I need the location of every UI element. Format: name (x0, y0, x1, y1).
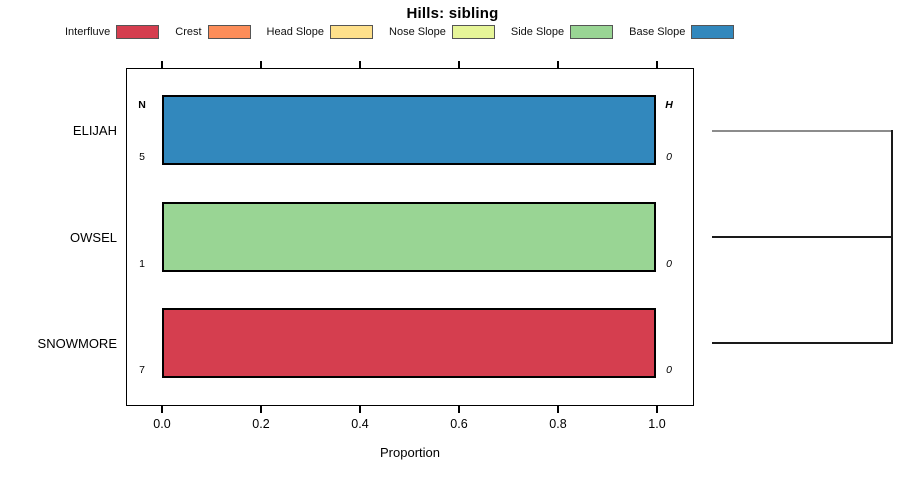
dendrogram-leaf-line-elijah (712, 130, 893, 132)
axis-tick-top (656, 61, 658, 68)
legend-swatch-icon (451, 25, 495, 39)
legend-label: Base Slope (629, 26, 686, 38)
h-value-snowmore: 0 (666, 364, 672, 376)
dendrogram-leaf-line-owsel (712, 236, 893, 238)
legend-swatch-icon (330, 25, 374, 39)
axis-tick-top (161, 61, 163, 68)
axis-tick-bottom (656, 406, 658, 413)
bar-elijah-base-slope (162, 95, 656, 165)
axis-tick-bottom (359, 406, 361, 413)
h-column-header: H (665, 99, 673, 111)
legend-label: Interfluve (65, 26, 111, 38)
dendrogram-connector (891, 130, 893, 344)
x-tick-label: 0.2 (252, 417, 270, 431)
legend-label: Nose Slope (389, 26, 446, 38)
x-tick-label: 1.0 (648, 417, 666, 431)
legend-swatch-icon (691, 25, 735, 39)
n-value-elijah: 5 (139, 151, 145, 163)
axis-tick-top (260, 61, 262, 68)
y-category-label-snowmore: SNOWMORE (37, 336, 117, 351)
legend-label: Head Slope (266, 26, 325, 38)
legend-item-head-slope: Head Slope (267, 25, 374, 39)
axis-tick-top (557, 61, 559, 68)
legend-item-nose-slope: Nose Slope (389, 25, 495, 39)
h-value-owsel: 0 (666, 258, 672, 270)
plot-area (126, 68, 694, 406)
bar-snowmore-interfluve (162, 308, 656, 378)
h-value-elijah: 0 (666, 151, 672, 163)
chart-title: Hills: sibling (406, 5, 499, 22)
n-value-owsel: 1 (139, 258, 145, 270)
axis-tick-top (458, 61, 460, 68)
axis-tick-top (359, 61, 361, 68)
x-tick-label: 0.6 (450, 417, 468, 431)
legend-swatch-icon (207, 25, 251, 39)
legend-label: Crest (175, 26, 202, 38)
legend-item-interfluve: Interfluve (65, 25, 160, 39)
x-tick-label: 0.0 (153, 417, 171, 431)
x-tick-label: 0.4 (351, 417, 369, 431)
legend-swatch-icon (570, 25, 614, 39)
axis-tick-bottom (260, 406, 262, 413)
x-axis-label: Proportion (380, 445, 440, 460)
bar-owsel-side-slope (162, 202, 656, 272)
legend-item-side-slope: Side Slope (510, 25, 614, 39)
legend: Interfluve Crest Head Slope Nose Slope S… (65, 25, 750, 39)
legend-item-crest: Crest (175, 25, 251, 39)
axis-tick-bottom (557, 406, 559, 413)
axis-tick-bottom (458, 406, 460, 413)
n-value-snowmore: 7 (139, 364, 145, 376)
axis-tick-bottom (161, 406, 163, 413)
y-category-label-owsel: OWSEL (70, 230, 117, 245)
n-column-header: N (138, 99, 146, 111)
dendrogram-leaf-line-snowmore (712, 342, 893, 344)
legend-label: Side Slope (510, 26, 565, 38)
x-tick-label: 0.8 (549, 417, 567, 431)
legend-item-base-slope: Base Slope (629, 25, 735, 39)
legend-swatch-icon (116, 25, 160, 39)
y-category-label-elijah: ELIJAH (72, 123, 117, 138)
